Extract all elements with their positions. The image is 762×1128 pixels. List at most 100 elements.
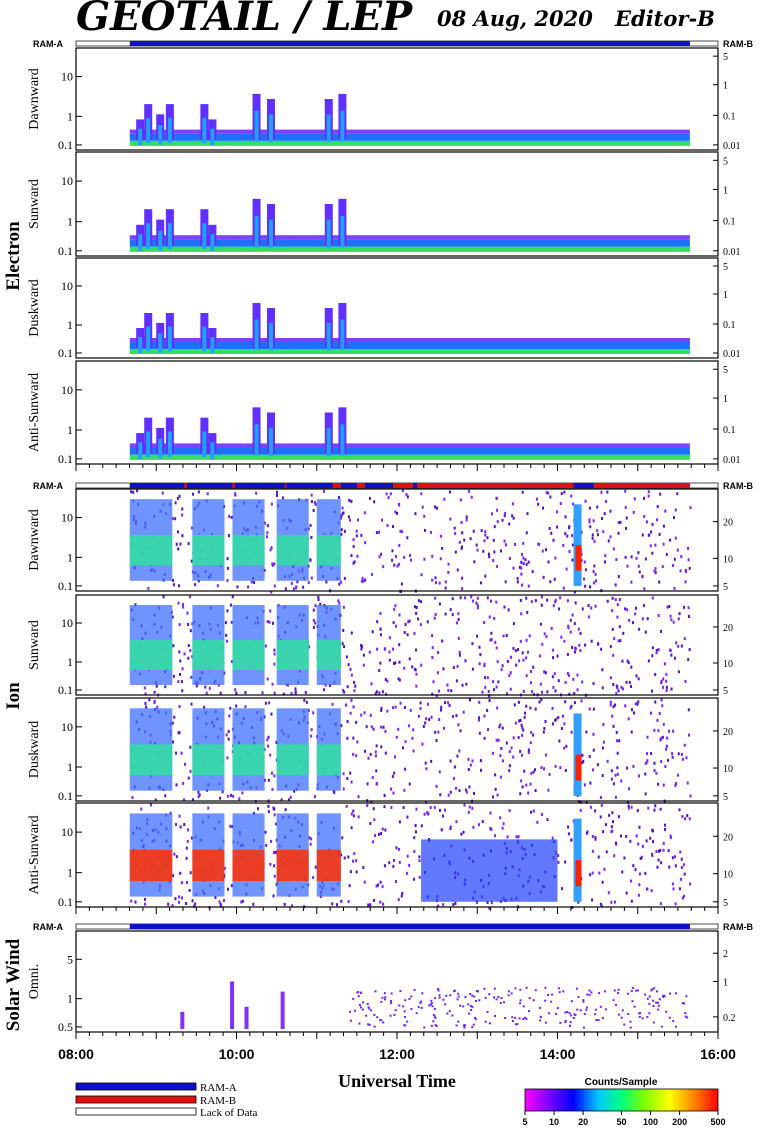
cell	[618, 598, 621, 602]
cell	[594, 809, 597, 813]
cell	[525, 562, 528, 566]
cell	[188, 595, 191, 599]
cell	[462, 710, 465, 714]
cell	[564, 680, 567, 684]
cell	[340, 899, 343, 903]
cell	[545, 635, 548, 639]
cell	[658, 532, 661, 536]
cell	[521, 583, 524, 587]
cell	[404, 1024, 407, 1027]
cell	[617, 815, 620, 819]
cell	[182, 781, 185, 785]
cell	[585, 831, 588, 835]
cell	[442, 903, 445, 907]
cell	[576, 1008, 579, 1011]
cell	[437, 651, 440, 655]
cell	[345, 655, 348, 659]
cell	[220, 904, 223, 908]
cell	[136, 489, 139, 493]
cell	[171, 740, 174, 744]
cell	[331, 702, 334, 706]
cell	[672, 887, 675, 891]
cell	[408, 782, 411, 786]
cell	[591, 898, 594, 902]
cell	[464, 659, 467, 663]
cell	[671, 752, 674, 756]
cell	[185, 880, 188, 884]
cell	[374, 754, 377, 758]
cell	[528, 997, 531, 1000]
cell	[552, 604, 555, 608]
cell	[437, 904, 440, 908]
cell	[434, 997, 437, 1000]
cell	[362, 653, 365, 657]
cell	[348, 515, 351, 519]
cell	[229, 706, 232, 710]
cell	[553, 672, 556, 676]
cell	[677, 773, 680, 777]
cell	[310, 535, 313, 539]
cell	[570, 1000, 573, 1003]
cell	[590, 805, 593, 809]
cell	[419, 701, 422, 705]
cell	[403, 705, 406, 709]
cell	[421, 742, 424, 746]
burst-core-8	[326, 114, 331, 143]
cell	[517, 835, 520, 839]
cell	[625, 891, 628, 895]
cell	[519, 988, 522, 991]
cell	[667, 849, 670, 853]
cell	[687, 657, 690, 661]
cell	[408, 863, 411, 867]
ion-core-4	[316, 744, 341, 776]
cell	[162, 595, 165, 599]
cell	[605, 499, 608, 503]
cell	[607, 539, 610, 543]
cell	[252, 902, 255, 906]
burst-core-6	[254, 215, 259, 248]
cell	[654, 673, 657, 677]
cell	[659, 738, 662, 742]
cell	[503, 1001, 506, 1004]
cell	[385, 692, 388, 696]
cell	[499, 816, 502, 820]
cell	[657, 849, 660, 853]
y-tick-label: 5	[67, 952, 73, 966]
cell	[484, 533, 487, 537]
cell	[636, 809, 639, 813]
cell	[275, 490, 278, 494]
cell	[581, 753, 584, 757]
cell	[619, 639, 622, 643]
cell	[424, 721, 427, 725]
cell	[487, 728, 490, 732]
cell	[350, 673, 353, 677]
cell	[573, 1013, 576, 1016]
cell	[479, 759, 482, 763]
cell	[447, 562, 450, 566]
cell	[652, 999, 655, 1002]
x-tick-label: 08:00	[58, 1046, 94, 1062]
cell	[188, 888, 191, 892]
cell	[181, 603, 184, 607]
colorbar-title: Counts/Sample	[585, 1077, 658, 1088]
cell	[601, 1017, 604, 1020]
cell	[490, 901, 493, 905]
cell	[495, 600, 498, 604]
ion-core-2	[232, 849, 265, 881]
cell	[638, 627, 641, 631]
cell	[350, 698, 353, 702]
cell	[651, 689, 654, 693]
right-tick-label: 20	[723, 727, 733, 738]
cell	[467, 1003, 470, 1006]
cell	[386, 523, 389, 527]
cell	[688, 817, 691, 821]
cell	[357, 795, 360, 799]
band-low	[129, 454, 690, 460]
cell	[439, 557, 442, 561]
cell	[355, 534, 358, 538]
burst-core-9	[340, 424, 345, 456]
cell	[376, 1016, 379, 1019]
cell	[568, 692, 571, 696]
cell	[512, 622, 515, 626]
cell	[469, 1005, 472, 1008]
